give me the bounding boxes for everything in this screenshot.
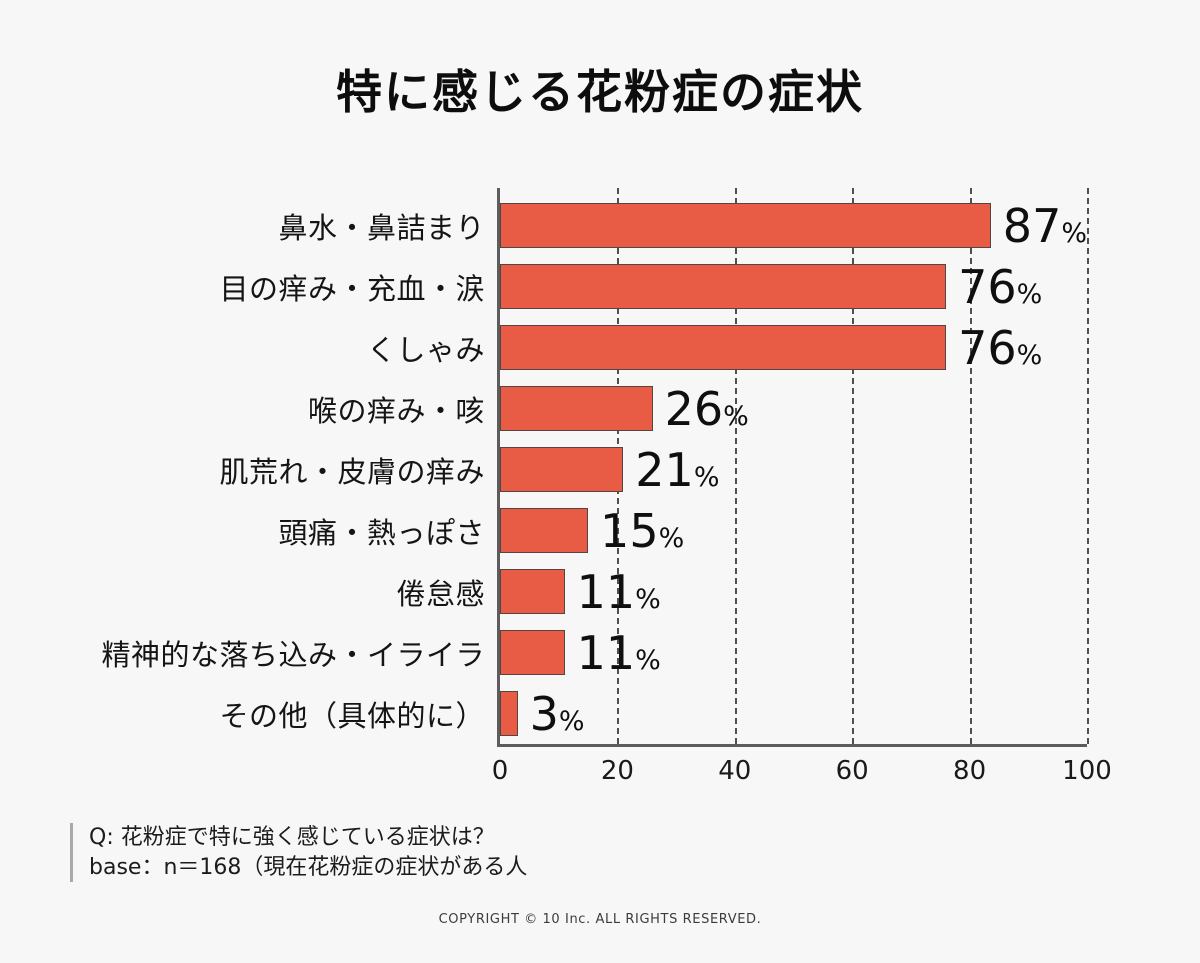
value-label: 11% — [576, 564, 661, 619]
category-label: 倦怠感 — [396, 576, 485, 611]
infographic-page: 特に感じる花粉症の症状 鼻水・鼻詰まり目の痒み・充血・涙くしゃみ喉の痒み・咳肌荒… — [0, 56, 1200, 963]
x-axis-tick-labels: 0 20 40 60 80 100 — [492, 744, 1112, 790]
category-label: 肌荒れ・皮膚の痒み — [219, 454, 485, 489]
bar — [500, 691, 518, 736]
gridline — [969, 188, 972, 744]
category-labels-column: 鼻水・鼻詰まり目の痒み・充血・涙くしゃみ喉の痒み・咳肌荒れ・皮膚の痒み頭痛・熱っ… — [72, 188, 497, 747]
bar — [500, 325, 947, 370]
bar — [500, 508, 589, 553]
gridline — [1087, 188, 1089, 744]
bar — [500, 630, 565, 675]
footnote-base: base：n＝168（現在花粉症の症状がある人 — [89, 854, 528, 880]
x-axis-tick-label: 100 — [1062, 756, 1112, 786]
footnote-text: Q: 花粉症で特に強く感じている症状は？ base：n＝168（現在花粉症の症状… — [73, 823, 527, 882]
x-axis-tick-label: 40 — [718, 756, 752, 786]
plot-area: 87% 76% 76% 26% 21% 15% 11% 11% 3% 0 20 40 60 80 100 — [492, 188, 1112, 786]
category-label: 目の痒み・充血・涙 — [219, 271, 485, 306]
category-label: 頭痛・熱っぽさ — [278, 515, 485, 550]
bar-row: 11% — [500, 561, 1087, 622]
copyright-text: COPYRIGHT © 10 Inc. ALL RIGHTS RESERVED. — [438, 912, 762, 928]
value-label: 3% — [529, 686, 585, 741]
value-label: 76% — [958, 259, 1043, 314]
bar-chart: 鼻水・鼻詰まり目の痒み・充血・涙くしゃみ喉の痒み・咳肌荒れ・皮膚の痒み頭痛・熱っ… — [72, 188, 1112, 786]
bar-row: 15% — [500, 500, 1087, 561]
bar — [500, 569, 565, 614]
bars-container: 87% 76% 76% 26% 21% 15% 11% 11% 3% — [500, 195, 1087, 744]
gridline — [734, 188, 737, 744]
chart-footnote: Q: 花粉症で特に強く感じている症状は？ base：n＝168（現在花粉症の症状… — [70, 823, 1200, 883]
value-label: 15% — [600, 503, 685, 558]
x-axis-tick-label: 60 — [835, 756, 869, 786]
value-label: 87% — [1002, 198, 1087, 253]
bar-row: 21% — [500, 439, 1087, 500]
x-axis-tick-label: 0 — [491, 756, 509, 786]
bar-row: 76% — [500, 317, 1087, 378]
bar-row: 26% — [500, 378, 1087, 439]
bar — [500, 203, 991, 248]
category-label: くしゃみ — [366, 332, 485, 367]
chart-title: 特に感じる花粉症の症状 — [336, 65, 864, 119]
value-label: 76% — [958, 320, 1043, 375]
value-label: 11% — [576, 625, 661, 680]
value-label: 21% — [635, 442, 720, 497]
bar — [500, 386, 653, 431]
category-label: 精神的な落ち込み・イライラ — [101, 637, 485, 672]
value-label: 26% — [664, 381, 749, 436]
category-label: 鼻水・鼻詰まり — [278, 210, 485, 245]
bar-row: 11% — [500, 622, 1087, 683]
bar-row: 3% — [500, 683, 1087, 744]
category-label: その他（具体的に） — [219, 698, 485, 733]
footnote-divider — [70, 823, 73, 883]
bar-row: 87% — [500, 195, 1087, 256]
bar — [500, 264, 947, 309]
category-label: 喉の痒み・咳 — [307, 393, 485, 428]
bar — [500, 447, 624, 492]
footnote-question: Q: 花粉症で特に強く感じている症状は？ — [89, 825, 495, 850]
x-axis-tick-label: 20 — [600, 756, 634, 786]
x-axis-tick-label: 80 — [953, 756, 987, 786]
gridline — [852, 188, 855, 744]
bar-row: 76% — [500, 256, 1087, 317]
